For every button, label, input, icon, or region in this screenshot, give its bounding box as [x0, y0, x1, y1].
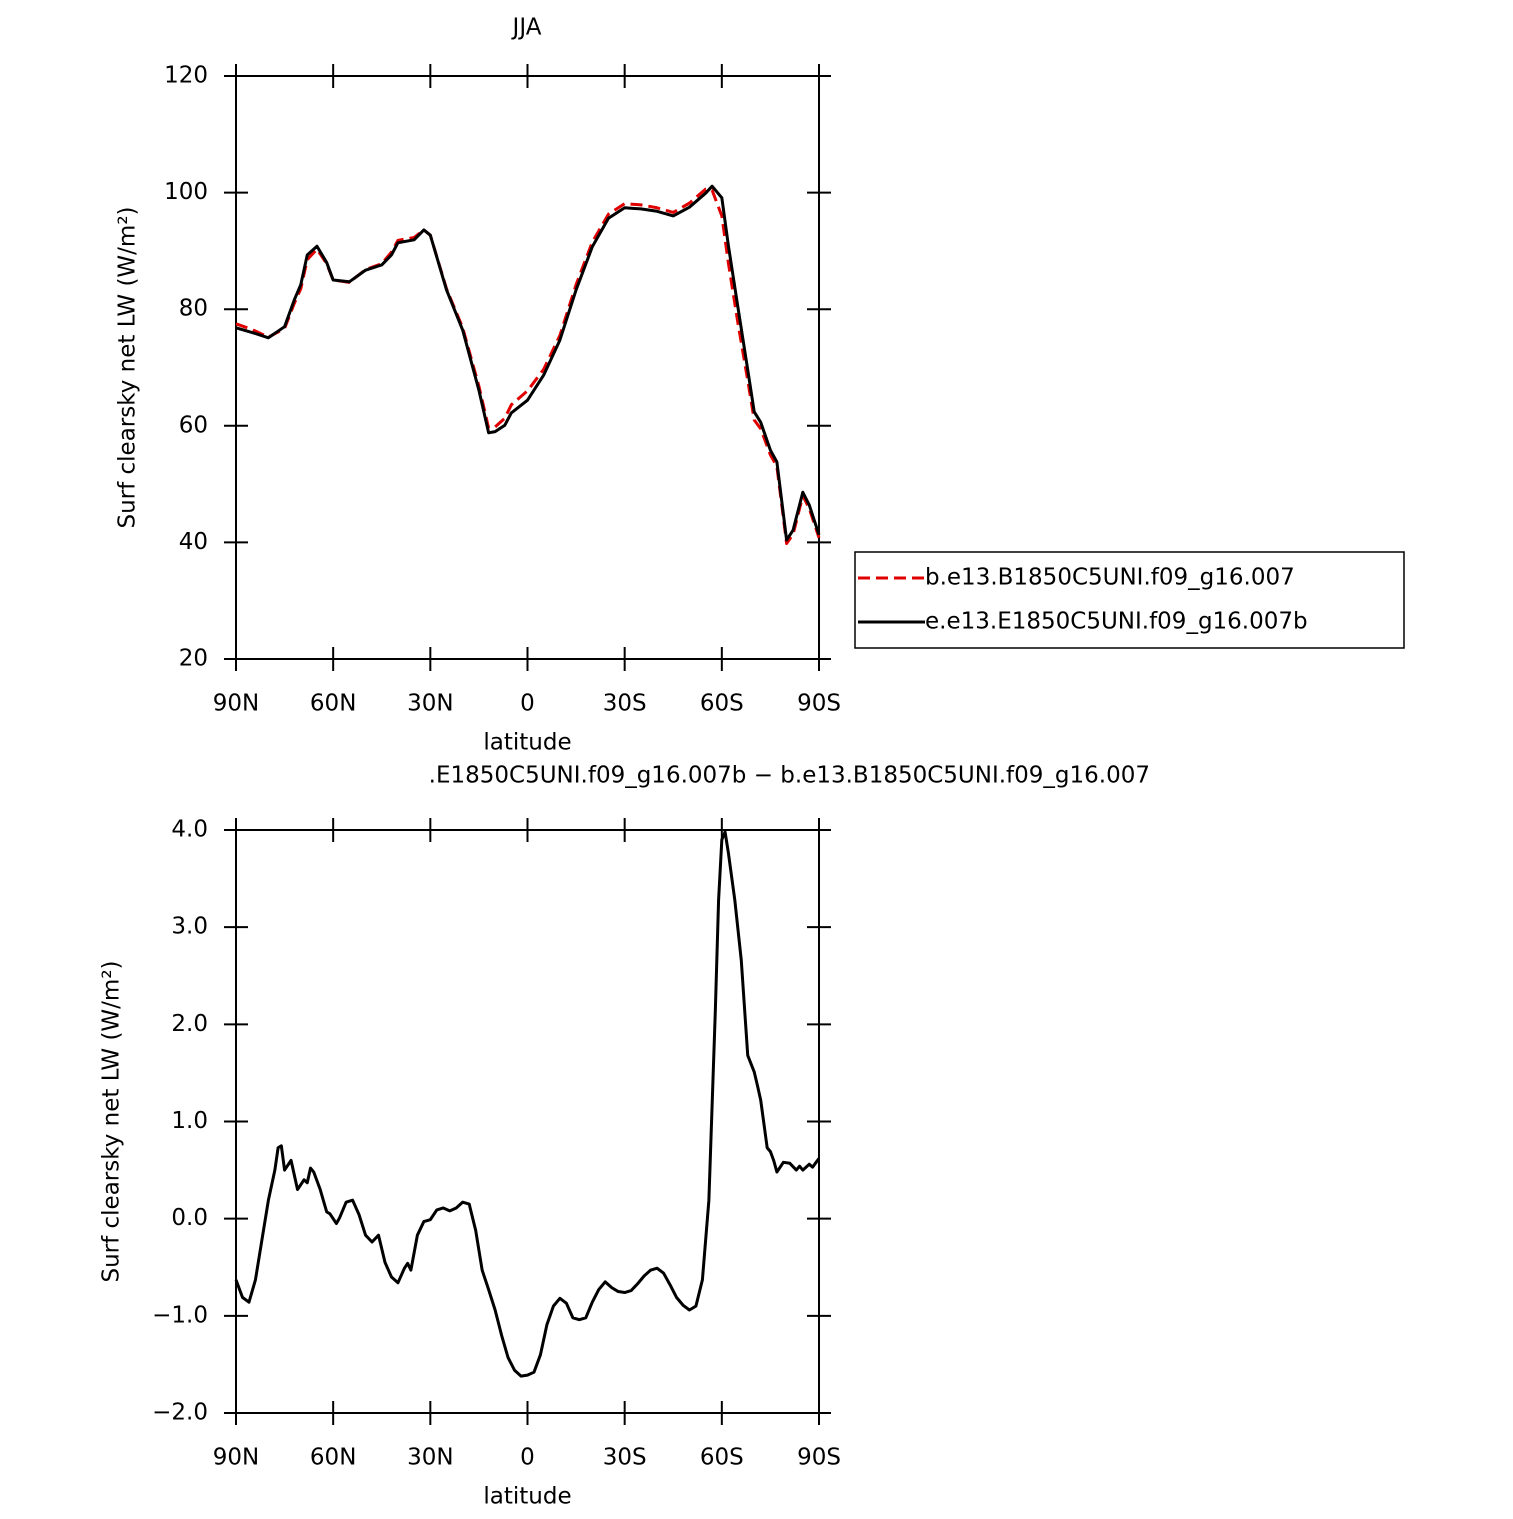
y-tick-label: −1.0 [152, 1302, 208, 1328]
x-tick-label: 30N [407, 691, 453, 717]
legend-label: e.e13.E1850C5UNI.f09_g16.007b [925, 609, 1308, 635]
data-line [234, 830, 821, 1378]
plot-frame [235, 829, 820, 1414]
chart-title: .E1850C5UNI.f09_g16.007b − b.e13.B1850C5… [429, 763, 1150, 789]
y-tick-label: 3.0 [171, 914, 208, 940]
x-tick-label: 30S [603, 691, 647, 717]
x-tick-label: 0 [520, 1445, 535, 1471]
y-tick-label: 0.0 [171, 1205, 208, 1231]
legend-box [854, 551, 1405, 649]
x-axis-label: latitude [483, 730, 571, 756]
x-tick-label: 60N [310, 1445, 356, 1471]
x-tick-label: 60S [700, 691, 744, 717]
x-tick-label: 90N [213, 691, 259, 717]
y-tick-label: 20 [179, 646, 208, 672]
y-axis-label: Surf clearsky net LW (W/m²) [99, 960, 125, 1282]
x-axis-label: latitude [483, 1484, 571, 1510]
x-tick-label: 90S [797, 691, 841, 717]
y-tick-label: 100 [164, 179, 208, 205]
y-tick-label: 1.0 [171, 1108, 208, 1134]
y-axis-label: Surf clearsky net LW (W/m²) [115, 206, 141, 528]
y-tick-label: 40 [179, 529, 208, 555]
x-tick-label: 30N [407, 1445, 453, 1471]
y-tick-label: 60 [179, 412, 208, 438]
x-tick-label: 60N [310, 691, 356, 717]
y-tick-label: 2.0 [171, 1011, 208, 1037]
legend-label: b.e13.B1850C5UNI.f09_g16.007 [925, 565, 1295, 591]
data-line [235, 184, 821, 542]
x-tick-label: 30S [603, 1445, 647, 1471]
data-line [235, 187, 821, 546]
y-tick-label: 4.0 [171, 817, 208, 843]
y-tick-label: 80 [179, 296, 208, 322]
x-tick-label: 90S [797, 1445, 841, 1471]
chart-title: JJA [511, 15, 542, 41]
y-tick-label: 120 [164, 63, 208, 89]
x-tick-label: 60S [700, 1445, 744, 1471]
x-tick-label: 0 [520, 691, 535, 717]
x-tick-label: 90N [213, 1445, 259, 1471]
plot-frame [235, 75, 820, 660]
y-tick-label: −2.0 [152, 1400, 208, 1426]
